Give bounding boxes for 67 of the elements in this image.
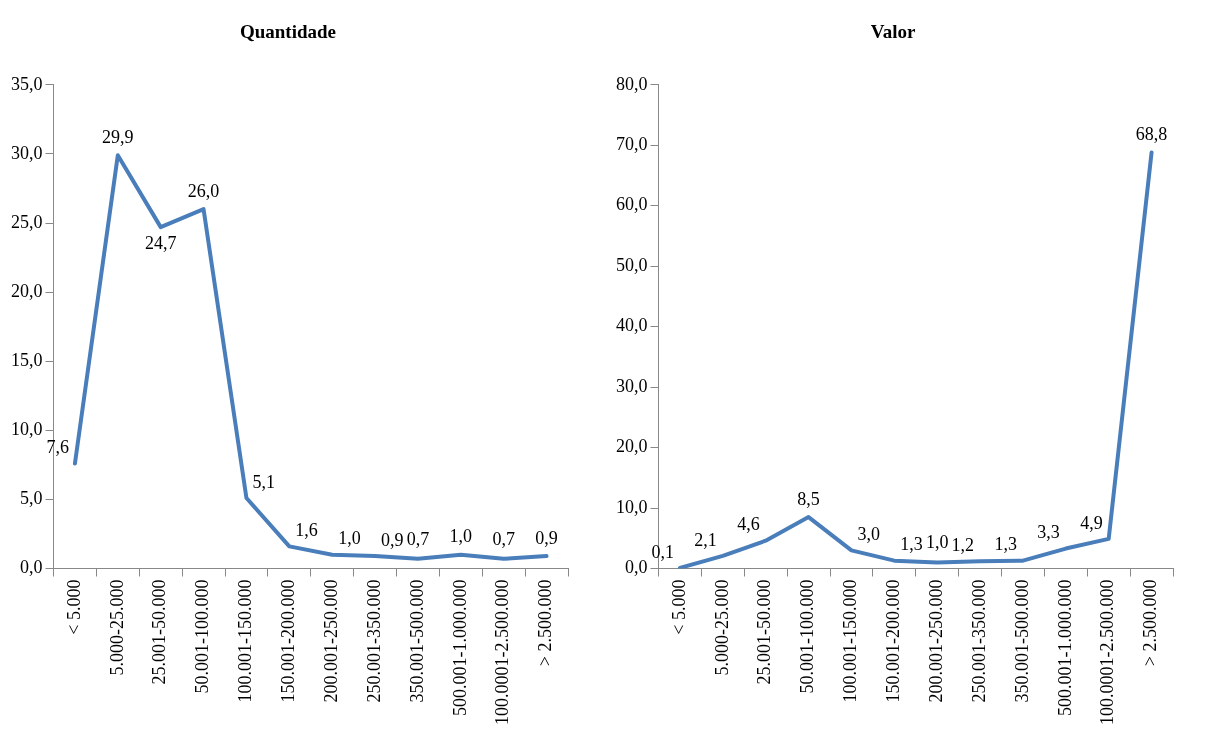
data-label: 1,0 (925, 532, 949, 553)
data-label: 3,3 (1037, 522, 1060, 543)
data-label: 1,2 (951, 534, 975, 555)
y-tick-label: 25,0 (11, 211, 43, 232)
data-label: 0,9 (381, 529, 404, 550)
data-label: 0,7 (406, 528, 430, 549)
data-label: 1,0 (338, 528, 361, 549)
data-label: 1,3 (994, 534, 1017, 555)
data-label: 4,9 (1080, 512, 1103, 533)
x-tick-label: 200.001-250.000 (925, 579, 946, 703)
x-tick-label: 5.000-25.000 (711, 579, 732, 676)
data-label: 24,7 (144, 232, 177, 253)
y-tick-label: 50,0 (616, 254, 648, 275)
data-label: 7,6 (46, 437, 69, 458)
data-label: 29,9 (102, 127, 134, 148)
x-tick-label: 50.001-100.000 (192, 579, 213, 694)
x-tick-label: 500.001-1.000.000 (449, 579, 470, 717)
y-tick-label: 60,0 (616, 194, 648, 215)
x-tick-label: 350.001-500.000 (1011, 579, 1032, 703)
y-tick-label: 70,0 (616, 134, 648, 154)
data-label: 2,1 (694, 529, 717, 550)
y-tick-label: 40,0 (616, 315, 648, 336)
x-tick-label: > 2.500.000 (1140, 579, 1161, 667)
y-tick-label: 35,0 (11, 73, 43, 94)
x-tick-label: 500.001-1.000.000 (1054, 579, 1075, 717)
chart-title: Quantidade (239, 21, 337, 43)
x-tick-label: 100.0001-2.500.000 (492, 579, 513, 726)
data-label: 0,9 (535, 527, 558, 548)
data-label: 26,0 (187, 180, 220, 201)
x-tick-label: 50.001-100.000 (797, 579, 818, 694)
y-tick-label: 0,0 (20, 557, 43, 578)
data-label: 68,8 (1135, 124, 1168, 145)
x-tick-label: 250.001-350.000 (968, 579, 989, 703)
data-label: 5,1 (252, 471, 275, 492)
y-tick-label: 10,0 (11, 419, 43, 440)
data-label: 0,1 (651, 541, 674, 562)
x-tick-label: 150.001-200.000 (883, 579, 904, 703)
x-tick-label: 5.000-25.000 (106, 579, 127, 676)
data-label: 8,5 (797, 488, 820, 509)
x-tick-label: 150.001-200.000 (278, 579, 299, 703)
y-tick-label: 20,0 (11, 280, 43, 301)
y-tick-label: 30,0 (11, 142, 43, 163)
chart-title: Valor (870, 21, 916, 43)
data-label: 3,0 (857, 524, 880, 545)
data-label: 1,0 (449, 526, 473, 547)
x-tick-label: > 2.500.000 (535, 579, 556, 667)
x-tick-label: < 5.000 (63, 579, 84, 635)
y-tick-label: 80,0 (616, 73, 648, 94)
x-tick-label: 200.001-250.000 (320, 579, 341, 703)
y-tick-label: 20,0 (616, 436, 648, 457)
data-label: 1,3 (900, 534, 923, 555)
x-tick-label: 25.001-50.000 (754, 579, 775, 685)
x-tick-label: 100.001-150.000 (840, 579, 861, 703)
x-tick-label: < 5.000 (668, 579, 689, 635)
data-label: 4,6 (737, 514, 760, 535)
y-tick-label: 30,0 (616, 375, 648, 396)
data-label: 0,7 (492, 528, 515, 549)
y-tick-label: 0,0 (625, 557, 648, 578)
x-tick-label: 100.0001-2.500.000 (1097, 579, 1118, 726)
data-label: 1,6 (295, 520, 318, 541)
x-tick-label: 250.001-350.000 (363, 579, 384, 703)
x-tick-label: 350.001-500.000 (406, 579, 427, 703)
x-tick-label: 25.001-50.000 (149, 579, 170, 685)
y-tick-label: 5,0 (20, 488, 43, 509)
y-tick-label: 10,0 (616, 496, 648, 517)
y-tick-label: 15,0 (11, 349, 43, 370)
x-tick-label: 100.001-150.000 (235, 579, 256, 703)
